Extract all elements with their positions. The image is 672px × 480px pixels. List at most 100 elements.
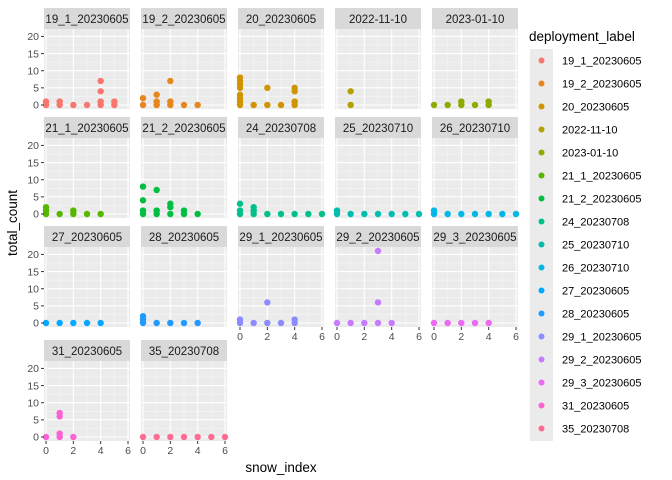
y-tick-label: 5 <box>33 415 39 427</box>
facet-strip-label: 35_20230708 <box>149 346 219 358</box>
legend-key <box>538 310 545 317</box>
legend-key <box>538 218 545 225</box>
legend-key <box>538 149 545 156</box>
data-point <box>56 319 63 327</box>
legend-label: 29_2_20230605 <box>562 355 642 367</box>
data-point <box>83 210 91 218</box>
data-point <box>291 84 298 92</box>
legend-label: 27_20230605 <box>562 286 629 298</box>
data-point <box>56 430 63 437</box>
data-point <box>139 312 147 320</box>
x-tick-label: 2 <box>458 331 464 343</box>
legend-key <box>538 172 545 179</box>
data-point <box>264 210 271 218</box>
data-point <box>291 210 298 218</box>
data-point <box>139 207 147 214</box>
data-point <box>471 101 479 109</box>
data-point <box>347 319 354 327</box>
x-tick-label: 2 <box>70 445 76 457</box>
y-tick-label: 15 <box>27 48 39 60</box>
x-tick-label: 6 <box>222 445 228 457</box>
data-point <box>97 98 104 105</box>
data-point <box>277 101 285 109</box>
data-point <box>42 433 50 441</box>
data-point <box>208 433 215 441</box>
data-point <box>374 319 382 327</box>
y-tick-label: 5 <box>33 301 39 313</box>
facet-strip <box>141 340 227 361</box>
data-point <box>458 210 465 218</box>
facet-panel: 19_1_20230605 0 5 10 15 20 <box>27 8 130 112</box>
data-point <box>139 433 147 441</box>
data-point <box>167 433 174 441</box>
legend-label: 35_20230708 <box>562 424 629 436</box>
legend-label: 28_20230605 <box>562 309 629 321</box>
facet-strip <box>44 226 130 247</box>
data-point <box>97 88 104 95</box>
data-point <box>153 186 160 194</box>
data-point <box>415 210 423 218</box>
data-point <box>56 409 63 417</box>
facet-panel: 2022-11-10 <box>335 8 421 109</box>
legend-label: 29_3_20230605 <box>562 378 642 390</box>
data-point <box>153 433 160 441</box>
facet-strip <box>141 226 227 247</box>
facet-panel: 21_1_20230605 0 5 10 15 20 <box>27 117 130 221</box>
facet-strip-label: 25_20230710 <box>343 123 413 135</box>
legend-key <box>538 126 545 133</box>
data-point <box>70 101 77 109</box>
y-tick-label: 5 <box>33 192 39 204</box>
data-point <box>318 210 326 218</box>
data-point <box>139 197 147 204</box>
data-point <box>194 319 201 327</box>
y-tick-label: 15 <box>27 266 39 278</box>
data-point <box>153 319 160 327</box>
facet-panel: 29_2_20230605 0 2 4 6 <box>333 226 422 343</box>
data-point <box>236 200 244 207</box>
facet-strip-label: 24_20230708 <box>246 123 316 135</box>
data-point <box>194 101 201 109</box>
facet-strip-label: 26_20230710 <box>440 123 510 135</box>
x-axis-title: snow_index <box>245 460 317 475</box>
legend-label: 19_1_20230605 <box>562 56 642 68</box>
legend-label: 21_2_20230605 <box>562 194 642 206</box>
facet-strip <box>432 226 518 247</box>
facet-strip-label: 20_20230605 <box>246 14 316 26</box>
data-point <box>56 210 63 218</box>
facet-strip-label: 28_20230605 <box>149 232 219 244</box>
data-point <box>277 319 285 327</box>
facet-strip <box>238 8 324 29</box>
data-point <box>139 101 147 109</box>
data-point <box>83 319 91 327</box>
data-point <box>458 98 465 105</box>
facet-strip-label: 19_2_20230605 <box>142 14 225 26</box>
facet-strip-label: 29_1_20230605 <box>239 232 322 244</box>
facet-panel: 27_20230605 0 5 10 15 20 <box>27 226 130 330</box>
facet-strip <box>238 117 324 138</box>
data-point <box>264 319 271 327</box>
data-point <box>471 319 479 327</box>
data-point <box>347 88 354 95</box>
data-point <box>236 207 244 214</box>
data-point <box>153 91 160 98</box>
data-point <box>291 98 298 105</box>
data-point <box>194 433 201 441</box>
data-point <box>471 210 479 218</box>
data-point <box>42 98 50 105</box>
facet-strip-label: 31_20230605 <box>52 346 122 358</box>
x-tick-label: 0 <box>334 331 340 343</box>
data-point <box>221 433 229 441</box>
data-point <box>180 101 188 109</box>
x-tick-label: 4 <box>389 331 395 343</box>
facet-panel: 20_20230605 <box>236 8 324 109</box>
data-point <box>180 433 188 441</box>
data-point <box>42 203 50 211</box>
y-tick-label: 0 <box>33 209 39 221</box>
facet-panel: 2023-01-10 <box>430 8 518 109</box>
legend-key <box>538 333 545 340</box>
x-tick-label: 0 <box>237 331 243 343</box>
legend-title: deployment_label <box>529 29 635 44</box>
facet-strip <box>432 117 518 138</box>
data-point <box>430 101 438 109</box>
